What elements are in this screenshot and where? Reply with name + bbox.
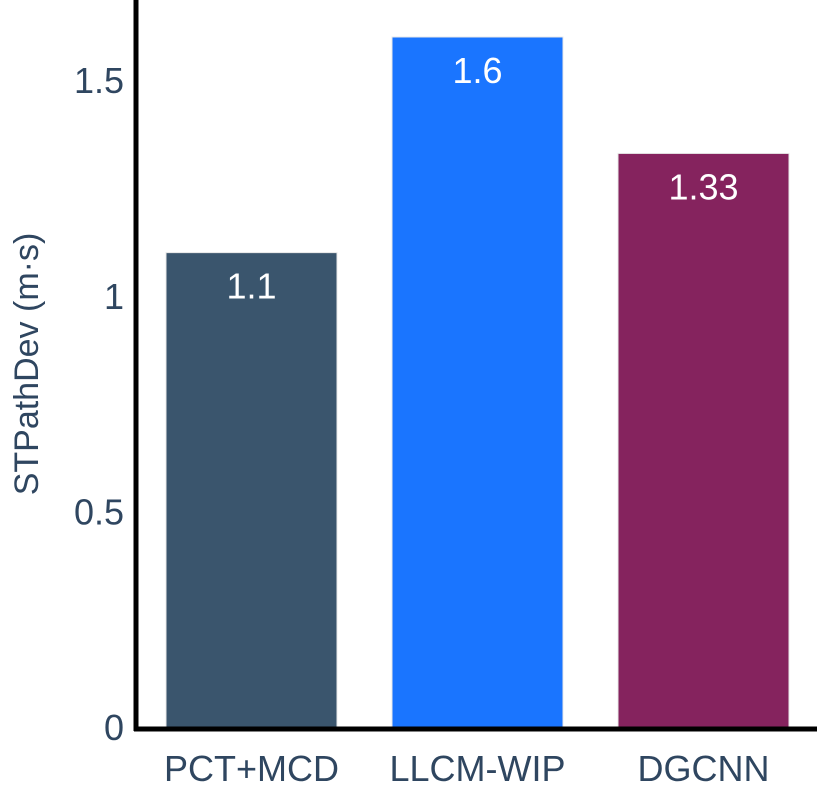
bar-pct-mcd xyxy=(165,252,338,728)
y-ticks-group: 0 0.5 1 1.5 xyxy=(74,60,124,748)
data-label: 1.33 xyxy=(668,166,738,207)
y-tick-label: 0.5 xyxy=(74,491,124,532)
bars-group xyxy=(165,36,790,728)
x-tick-label: PCT+MCD xyxy=(164,748,339,789)
data-label: 1.6 xyxy=(452,50,502,91)
y-tick-label: 1.5 xyxy=(74,60,124,101)
bar-llcm-wip xyxy=(391,36,564,728)
y-axis-label: STPathDev (m·s) xyxy=(8,233,46,496)
x-ticks-group: PCT+MCD LLCM-WIP DGCNN xyxy=(164,748,770,789)
bar-dgcnn xyxy=(617,152,790,728)
x-tick-label: LLCM-WIP xyxy=(389,748,565,789)
y-tick-label: 1 xyxy=(104,276,124,317)
data-label: 1.1 xyxy=(226,266,276,307)
data-labels-group: 1.1 1.6 1.33 xyxy=(226,50,738,307)
x-tick-label: DGCNN xyxy=(638,748,770,789)
y-tick-label: 0 xyxy=(104,707,124,748)
